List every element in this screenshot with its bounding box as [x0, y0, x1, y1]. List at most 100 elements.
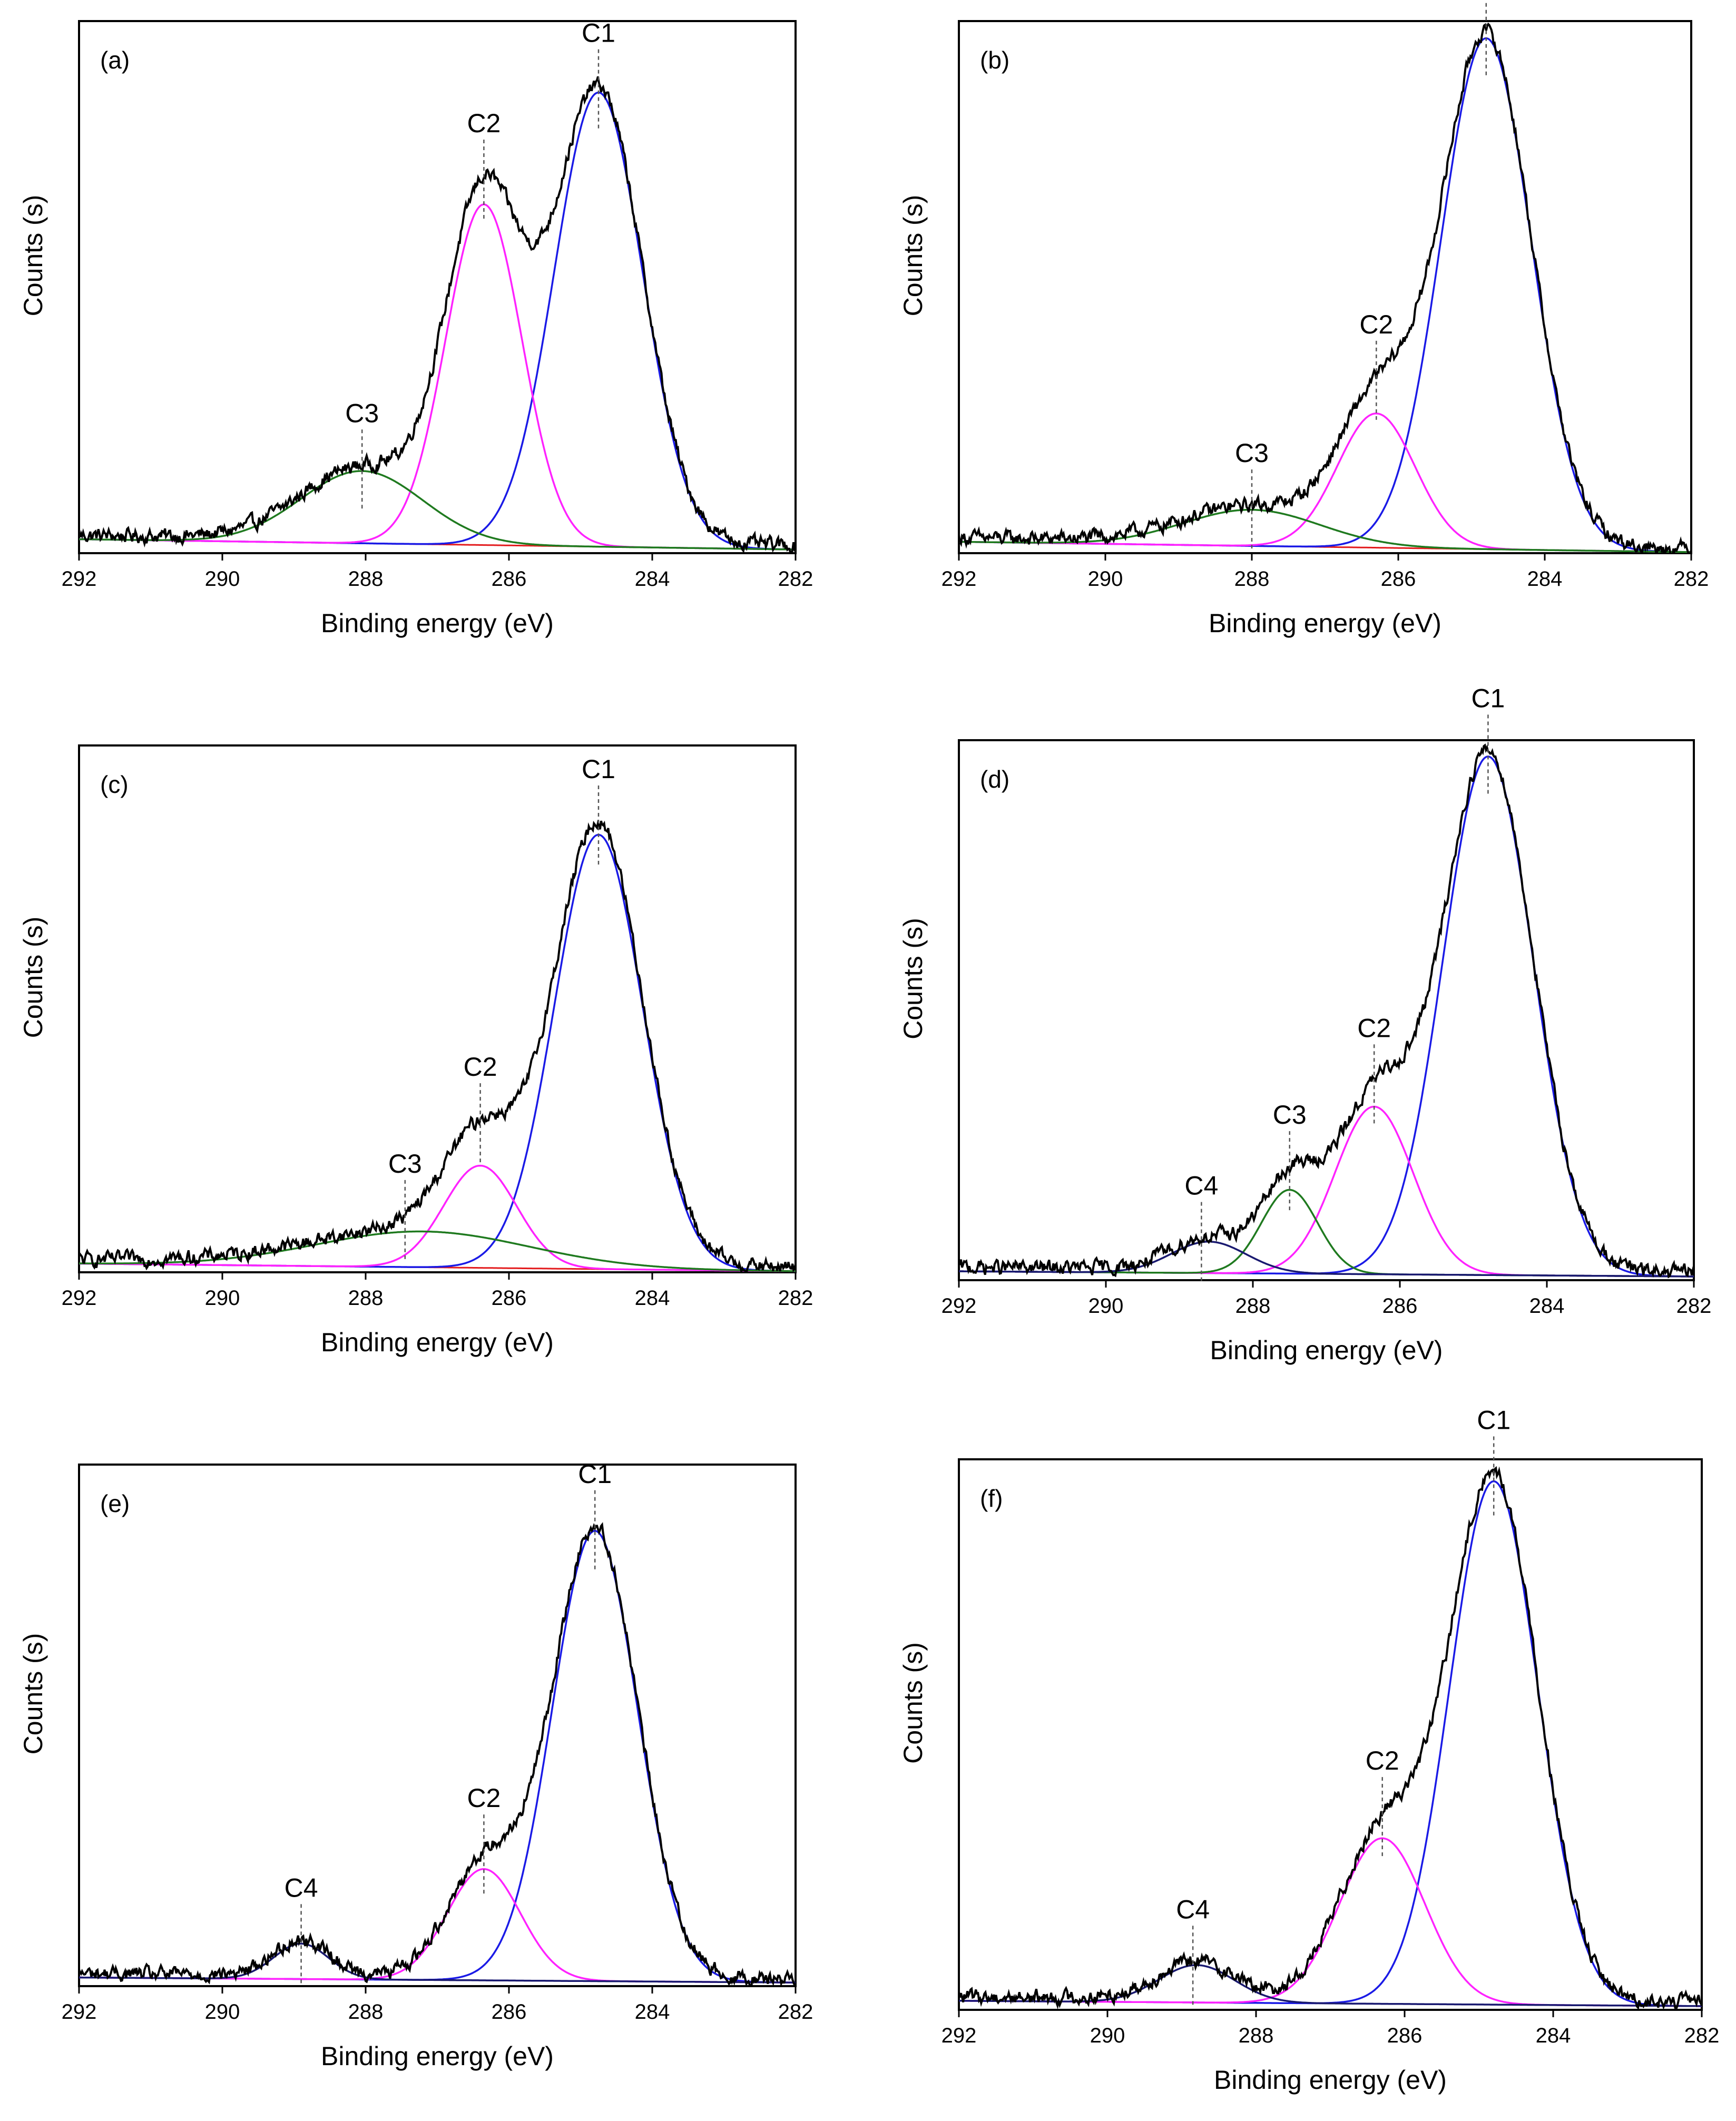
plot-frame	[78, 20, 797, 554]
raw-spectrum-line	[79, 819, 796, 1272]
panel-label: (a)	[100, 46, 130, 74]
chart-panel-b: 292 290 288 286 284 282 Binding energy (eV) Cou…	[898, 0, 1709, 638]
x-tick-label: 288	[1235, 1294, 1271, 1318]
x-tick-label: 286	[1381, 567, 1416, 591]
x-tick-label: 286	[492, 1287, 527, 1310]
component-c4-line	[79, 1942, 796, 1983]
y-axis-title: Counts (s)	[18, 195, 48, 317]
x-tick-label: 282	[778, 2000, 813, 2024]
x-tick-label: 292	[941, 1294, 977, 1318]
component-c2-line	[79, 1164, 796, 1272]
plot-frame	[958, 20, 1692, 554]
panel-label: (c)	[100, 771, 129, 798]
x-tick-label: 282	[778, 1287, 813, 1310]
plot-frame	[78, 744, 797, 1273]
peak-label-c2: C2	[1366, 1746, 1399, 1775]
x-tick-label: 284	[1536, 2024, 1571, 2047]
chart-panel-c: 292 290 288 286 284 282 Binding energy (eV) Cou…	[18, 744, 813, 1357]
x-axis-title: Binding energy (eV)	[321, 1328, 554, 1357]
x-tick-label: 290	[205, 2000, 240, 2024]
peak-label-c4: C4	[1176, 1894, 1210, 1924]
raw-spectrum-line	[79, 1522, 796, 1986]
component-c2-line	[959, 1837, 1702, 2007]
x-axis-title: Binding energy (eV)	[1210, 1336, 1443, 1365]
x-tick-label: 288	[348, 2000, 384, 2024]
x-tick-label: 290	[1088, 567, 1123, 591]
chart-panel-f: 292 290 288 286 284 282 Binding energy (eV) Cou…	[898, 1405, 1719, 2095]
x-tick-label: 292	[62, 2000, 97, 2024]
x-tick-label: 292	[941, 567, 977, 591]
component-c2-line	[79, 1868, 796, 1983]
chart-panel-a: 292 290 288 286 284 282 Binding energy (eV) Cou…	[18, 18, 813, 638]
x-tick-label: 286	[492, 2000, 527, 2024]
x-tick-label: 282	[1684, 2024, 1720, 2047]
plot-frame	[958, 739, 1695, 1281]
component-c1-line	[79, 833, 796, 1272]
raw-spectrum-line	[79, 76, 796, 553]
peak-label-c3: C3	[1273, 1100, 1307, 1130]
component-c1-line	[959, 755, 1694, 1278]
component-c2-line	[959, 413, 1691, 553]
peak-label-c4: C4	[285, 1873, 318, 1902]
x-tick-label: 284	[635, 567, 670, 591]
component-c4-line	[959, 1241, 1694, 1278]
peak-label-c1: C1	[582, 18, 615, 48]
x-tick-label: 290	[1088, 1294, 1124, 1318]
x-axis-title: Binding energy (eV)	[1214, 2065, 1447, 2095]
raw-spectrum-line	[959, 1466, 1702, 2010]
x-tick-label: 286	[1382, 1294, 1418, 1318]
x-tick-label: 282	[1674, 567, 1709, 591]
x-tick-label: 286	[492, 567, 527, 591]
component-c1-line	[959, 1480, 1702, 2007]
x-axis-title: Binding energy (eV)	[321, 608, 554, 638]
y-axis-title: Counts (s)	[898, 918, 928, 1039]
x-tick-label: 288	[1239, 2024, 1274, 2047]
x-tick-label: 282	[1676, 1294, 1712, 1318]
peak-label-c1: C1	[578, 1459, 612, 1489]
x-axis-title: Binding energy (eV)	[1209, 608, 1441, 638]
y-axis-title: Counts (s)	[898, 195, 928, 317]
peak-label-c2: C2	[464, 1052, 497, 1082]
x-axis-title: Binding energy (eV)	[321, 2041, 554, 2071]
y-axis-title: Counts (s)	[18, 917, 48, 1038]
peak-label-c1: C1	[1477, 1405, 1511, 1435]
panel-label: (f)	[980, 1485, 1003, 1512]
x-tick-label: 290	[205, 1287, 240, 1310]
peak-label-c1: C1	[1471, 683, 1505, 713]
peak-label-c2: C2	[467, 109, 501, 138]
x-tick-label: 290	[1090, 2024, 1125, 2047]
peak-label-c2: C2	[1357, 1013, 1391, 1043]
component-c2-line	[79, 203, 796, 551]
component-c3-line	[959, 508, 1691, 553]
peak-label-c3: C3	[388, 1149, 422, 1179]
peak-label-c1: C1	[582, 754, 615, 784]
panel-label: (b)	[980, 46, 1009, 74]
peak-label-c4: C4	[1184, 1171, 1218, 1201]
x-tick-label: 284	[635, 2000, 670, 2024]
x-tick-label: 288	[348, 567, 384, 591]
x-tick-label: 284	[1529, 1294, 1565, 1318]
x-tick-label: 290	[205, 567, 240, 591]
peak-label-c2: C2	[467, 1783, 501, 1813]
component-c4-line	[959, 1964, 1702, 2007]
component-c2-line	[959, 1105, 1694, 1278]
x-tick-label: 282	[778, 567, 813, 591]
x-tick-label: 288	[1234, 567, 1270, 591]
peak-label-c3: C3	[345, 398, 379, 428]
x-tick-label: 292	[62, 1287, 97, 1310]
plot-frame	[958, 1458, 1703, 2011]
x-tick-label: 284	[635, 1287, 670, 1310]
y-axis-title: Counts (s)	[898, 1642, 928, 1764]
plot-frame	[78, 1464, 797, 1987]
raw-spectrum-line	[959, 743, 1694, 1279]
component-c1-line	[79, 1530, 796, 1983]
chart-panel-e: 292 290 288 286 284 282 Binding energy (eV) Cou…	[18, 1459, 813, 2071]
component-c3-line	[79, 470, 796, 551]
component-c1-line	[79, 91, 796, 551]
x-tick-label: 286	[1387, 2024, 1423, 2047]
x-tick-label: 292	[62, 567, 97, 591]
peak-label-c3: C3	[1235, 438, 1269, 468]
panel-label: (e)	[100, 1490, 130, 1517]
x-tick-label: 284	[1527, 567, 1563, 591]
